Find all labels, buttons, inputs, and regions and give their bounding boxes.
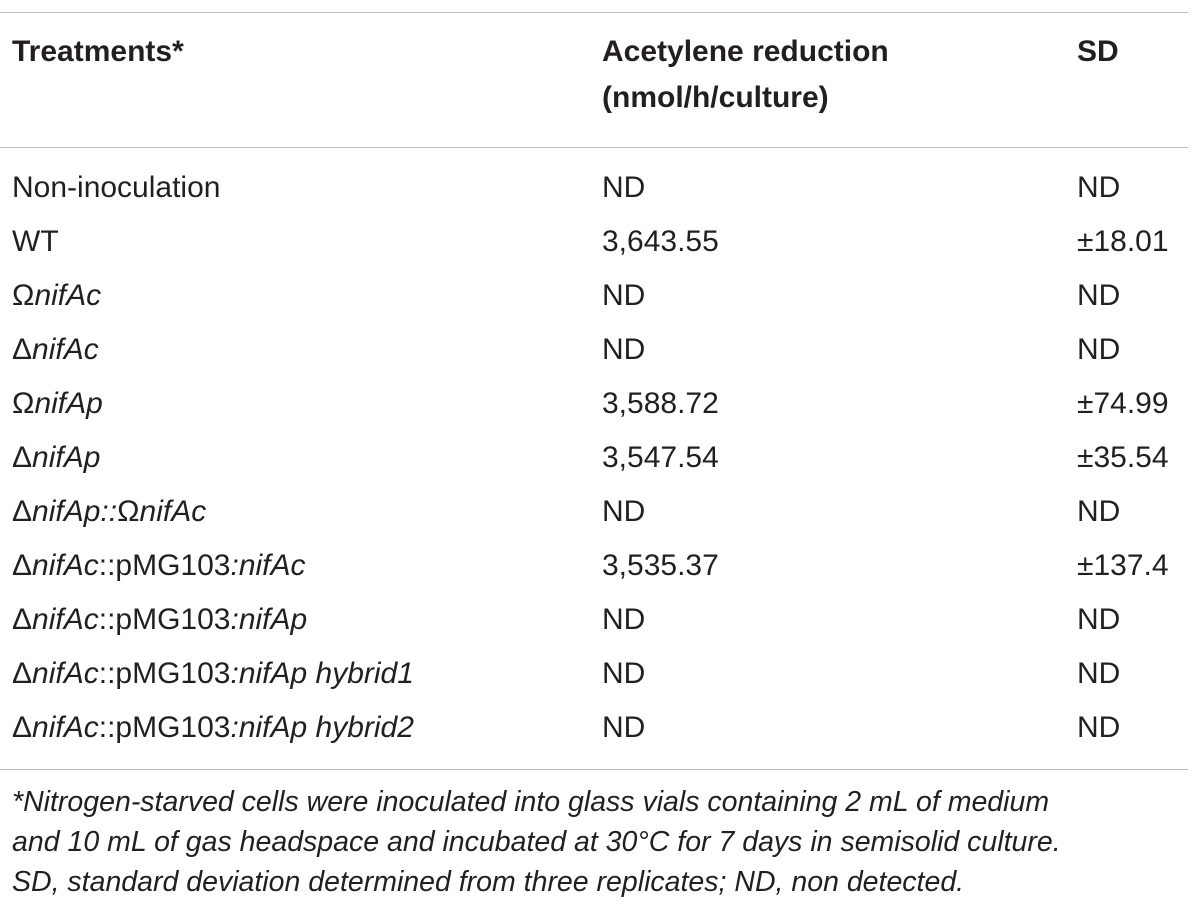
acetylene-cell: ND [602,333,646,366]
acetylene-cell: ND [602,279,646,312]
treatment-segment: Δ [12,441,33,474]
treatment-segment: ::pMG103 [98,657,231,690]
treatment-segment: Non-inoculation [12,171,221,204]
treatment-segment: Ω [12,387,35,420]
header-treatments: Treatments* [12,35,184,68]
treatment-segment: ::pMG103 [98,711,231,744]
sd-cell: ND [1077,711,1121,744]
treatment-segment: nifAc [139,495,207,528]
bottom-rule [0,769,1188,770]
treatment-cell: ΩnifAc [12,276,101,316]
sd-cell: ±35.54 [1077,441,1169,474]
treatment-segment: nifAp [34,387,103,420]
treatment-segment: Δ [12,333,33,366]
treatment-cell: Non-inoculation [12,168,220,208]
treatment-cell: ΔnifAp [12,438,100,478]
header-sd: SD [1077,35,1119,68]
treatment-cell: ΔnifAc::pMG103:nifAp hybrid1 [12,654,414,694]
header-acetylene-reduction: Acetylene reduction (nmol/h/culture) [602,29,889,121]
acetylene-cell: 3,547.54 [602,441,719,474]
treatment-segment: nifAc [34,279,102,312]
treatment-cell: ΩnifAp [12,384,103,424]
treatment-segment: :nifAc [230,549,306,582]
sd-cell: ND [1077,657,1121,690]
treatment-segment: nifAc [32,711,99,744]
header-acetylene-line1: Acetylene reduction [602,35,889,68]
sd-cell: ±74.99 [1077,387,1169,420]
treatment-segment: nifAc [32,333,99,366]
header-rule [0,147,1188,148]
footnote-line-3: SD, standard deviation determined from t… [12,866,965,898]
treatment-segment: nifAp:: [32,495,118,528]
treatment-cell: ΔnifAc::pMG103:nifAc [12,546,306,586]
sd-cell: ±137.4 [1077,549,1169,582]
treatment-segment: :nifAp hybrid2 [230,711,414,744]
treatment-segment: :nifAp [230,603,308,636]
sd-cell: ND [1077,333,1121,366]
acetylene-cell: ND [602,711,646,744]
footnote-line-1: *Nitrogen-starved cells were inoculated … [12,786,1050,818]
treatment-segment: WT [12,225,59,258]
acetylene-cell: 3,643.55 [602,225,719,258]
top-rule [0,12,1188,13]
acetylene-cell: 3,588.72 [602,387,719,420]
treatment-segment: :nifAp hybrid1 [230,657,414,690]
sd-cell: ND [1077,279,1121,312]
treatment-segment: nifAc [32,603,99,636]
sd-cell: ND [1077,495,1121,528]
treatment-cell: WT [12,222,59,262]
treatment-segment: nifAp [32,441,101,474]
treatment-segment: nifAc [32,549,99,582]
footnote-line-2: and 10 mL of gas headspace and incubated… [12,826,1061,858]
sd-cell: ND [1077,171,1121,204]
acetylene-cell: ND [602,171,646,204]
treatment-segment: Δ [12,603,33,636]
acetylene-cell: 3,535.37 [602,549,719,582]
sd-cell: ±18.01 [1077,225,1169,258]
acetylene-cell: ND [602,657,646,690]
treatment-cell: ΔnifAc::pMG103:nifAp [12,600,307,640]
treatment-cell: ΔnifAc::pMG103:nifAp hybrid2 [12,708,414,748]
header-acetylene-line2: (nmol/h/culture) [602,81,829,114]
treatment-segment: Ω [117,495,140,528]
treatment-segment: Ω [12,279,35,312]
treatment-cell: ΔnifAc [12,330,99,370]
acetylene-cell: ND [602,495,646,528]
treatment-segment: Δ [12,549,33,582]
treatment-segment: ::pMG103 [98,603,231,636]
treatment-segment: Δ [12,711,33,744]
treatment-segment: nifAc [32,657,99,690]
treatment-segment: ::pMG103 [98,549,231,582]
sd-cell: ND [1077,603,1121,636]
treatment-cell: ΔnifAp::ΩnifAc [12,492,206,532]
acetylene-cell: ND [602,603,646,636]
table-footnote: *Nitrogen-starved cells were inoculated … [12,782,1188,902]
treatment-segment: Δ [12,657,33,690]
treatment-segment: Δ [12,495,33,528]
